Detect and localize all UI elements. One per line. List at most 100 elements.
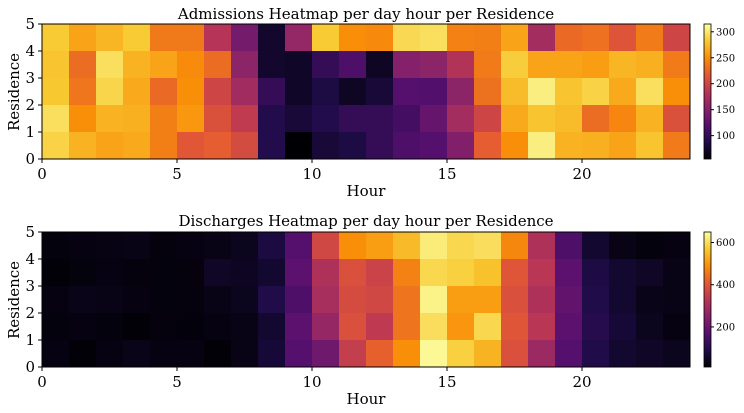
discharges-cell [474, 232, 502, 260]
admissions-cell [555, 105, 583, 133]
discharges-title: Discharges Heatmap per day hour per Resi… [178, 212, 553, 230]
admissions-cell [339, 78, 367, 106]
discharges-colorbar-ticks: 200 400 600 [711, 238, 735, 333]
discharges-x-tick-label: 20 [572, 373, 591, 391]
admissions-cell [312, 78, 340, 106]
admissions-cell [636, 78, 664, 106]
discharges-cell [663, 313, 691, 341]
discharges-y-tick-label: 0 [25, 358, 35, 376]
discharges-cell [285, 286, 313, 314]
discharges-cell [69, 286, 97, 314]
discharges-heatmap: Discharges Heatmap per day hour per Resi… [5, 212, 735, 408]
discharges-cell [69, 232, 97, 260]
admissions-cell [123, 51, 151, 79]
admissions-cell [474, 24, 502, 52]
discharges-cell [204, 286, 232, 314]
admissions-y-ticks: 0 1 2 3 4 5 [25, 15, 42, 168]
admissions-cell [447, 105, 475, 133]
admissions-cell [582, 24, 610, 52]
admissions-cell [447, 132, 475, 160]
discharges-cell [69, 313, 97, 341]
discharges-cell [42, 259, 70, 287]
discharges-cell [420, 313, 448, 341]
discharges-cell [231, 232, 259, 260]
admissions-cell [150, 24, 178, 52]
discharges-cell [285, 313, 313, 341]
discharges-cell [663, 340, 691, 368]
admissions-cell [42, 105, 70, 133]
admissions-cell [474, 78, 502, 106]
discharges-cell [609, 259, 637, 287]
discharges-cell [582, 286, 610, 314]
admissions-cell [663, 78, 691, 106]
admissions-colorbar-tick-label: 200 [716, 79, 735, 90]
discharges-cell [447, 232, 475, 260]
admissions-y-label: Residence [5, 53, 23, 131]
discharges-cell [555, 340, 583, 368]
discharges-cell [150, 286, 178, 314]
admissions-cell [150, 51, 178, 79]
admissions-cell [285, 132, 313, 160]
discharges-cell [177, 340, 205, 368]
admissions-cell [42, 78, 70, 106]
discharges-cell [42, 286, 70, 314]
discharges-cell [204, 232, 232, 260]
admissions-cell [636, 24, 664, 52]
admissions-cell [366, 24, 394, 52]
discharges-cell [555, 232, 583, 260]
discharges-cell [177, 286, 205, 314]
admissions-cell [231, 105, 259, 133]
discharges-cell [258, 286, 286, 314]
discharges-cell [204, 340, 232, 368]
discharges-cell [366, 340, 394, 368]
admissions-cell [96, 105, 124, 133]
discharges-x-tick-label: 10 [302, 373, 321, 391]
discharges-cell [96, 232, 124, 260]
discharges-cell [663, 259, 691, 287]
admissions-cell [123, 78, 151, 106]
admissions-cell [528, 51, 556, 79]
admissions-y-tick-label: 2 [25, 96, 35, 114]
discharges-cell [150, 340, 178, 368]
admissions-cell [96, 51, 124, 79]
discharges-cell [609, 286, 637, 314]
admissions-cell [393, 105, 421, 133]
discharges-x-label: Hour [347, 390, 387, 408]
discharges-cell [231, 340, 259, 368]
discharges-y-tick-label: 5 [25, 223, 35, 241]
admissions-cell [258, 51, 286, 79]
admissions-cell [69, 24, 97, 52]
discharges-cell [609, 340, 637, 368]
admissions-cell [285, 51, 313, 79]
discharges-cell [636, 286, 664, 314]
admissions-cell [177, 132, 205, 160]
admissions-cell [96, 132, 124, 160]
admissions-x-tick-label: 20 [572, 165, 591, 183]
discharges-cell [663, 232, 691, 260]
discharges-cell [339, 340, 367, 368]
discharges-cell [582, 232, 610, 260]
admissions-y-tick-label: 1 [25, 123, 35, 141]
discharges-cell [447, 340, 475, 368]
discharges-cell [312, 313, 340, 341]
discharges-cell [123, 340, 151, 368]
admissions-cell [258, 78, 286, 106]
discharges-colorbar-tick-label: 400 [716, 280, 735, 291]
discharges-cell [663, 286, 691, 314]
discharges-cell [258, 259, 286, 287]
discharges-cell [393, 286, 421, 314]
admissions-x-tick-label: 0 [37, 165, 47, 183]
admissions-cell [447, 24, 475, 52]
admissions-cell [258, 24, 286, 52]
admissions-cell [69, 132, 97, 160]
admissions-cell [150, 78, 178, 106]
admissions-x-ticks: 0 5 10 15 20 [37, 159, 592, 183]
discharges-cell [231, 286, 259, 314]
discharges-cell [285, 340, 313, 368]
admissions-x-label: Hour [347, 182, 387, 200]
admissions-cell [474, 132, 502, 160]
discharges-cell [609, 232, 637, 260]
discharges-cell [636, 340, 664, 368]
admissions-cell [96, 78, 124, 106]
